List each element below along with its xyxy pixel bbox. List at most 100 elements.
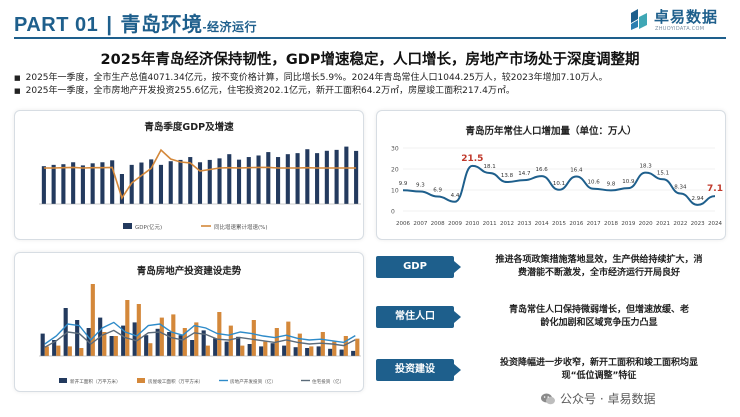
population-chart-card: 青岛历年常住人口增加量（单位：万人） 30 20 10 0 9.9 9.3 6.9 4.4 21… [376, 110, 726, 240]
chart-title: 青岛季度GDP及增速 [144, 122, 234, 133]
completion-bar [286, 321, 291, 356]
gdp-bar [51, 164, 56, 204]
gdp-bar [344, 146, 349, 204]
gdp-bar [236, 159, 242, 204]
x-tick-label: 2019 [621, 221, 635, 227]
completion-bar [102, 332, 107, 356]
part-divider: | [106, 14, 113, 36]
completion-bar [182, 328, 187, 356]
new-start-bar [213, 338, 218, 356]
x-tick-label: 2006 [396, 221, 410, 227]
x-tick-label: 2012 [500, 221, 514, 227]
finding-tag-population: 常住人口 [376, 306, 461, 328]
completion-bar [125, 300, 130, 356]
x-tick-label: 2011 [483, 221, 497, 227]
new-start-bar [236, 336, 241, 356]
new-start-bar [201, 330, 206, 356]
new-start-bar [224, 341, 229, 356]
new-start-bar [293, 347, 298, 356]
page-header: PART 01 | 青岛环境-经济运行 卓易数据 ZHUOYIDATA.COM [0, 0, 740, 40]
real-estate-chart: 新开工面积（万平方米） 房屋竣工面积（万平方米） 房地产开发投资（亿） 住宅投资（亿） [39, 284, 361, 385]
data-label: 16.4 [570, 168, 583, 174]
data-label: 21.5 [461, 154, 483, 164]
gdp-bar [207, 159, 212, 204]
x-tick-label: 2013 [517, 221, 531, 227]
data-label: 10.6 [588, 180, 601, 186]
new-start-bar [155, 328, 160, 356]
real-estate-chart-card: 青岛房地产投资建设走势 新开工面积（万平方米） 房屋竣工面积（万平方米） 房地产开发… [14, 252, 364, 392]
new-start-bar [316, 346, 321, 356]
new-start-bar [178, 335, 183, 356]
gdp-bar [295, 153, 300, 204]
gdp-bar [276, 157, 281, 204]
new-start-bar [144, 335, 149, 356]
gdp-chart: GDP(亿元) 同比增速累计增速(%) [39, 146, 361, 231]
gdp-bar [334, 149, 339, 204]
logo-url: ZHUOYIDATA.COM [655, 26, 705, 32]
gdp-bar [354, 150, 359, 204]
data-label: 7.1 [707, 184, 723, 194]
finding-line: 龄化加剧和区域竞争压力凸显 [540, 317, 658, 328]
legend-swatch-gdp [123, 223, 132, 229]
new-start-bar [351, 350, 356, 356]
data-label: 13.8 [501, 173, 514, 179]
data-label: 9.8 [607, 181, 616, 187]
completion-bar [205, 345, 210, 356]
data-label: 4.4 [451, 193, 460, 199]
finding-line: 推进各项政策措施落地显效，生产供给持续扩大，消 [495, 255, 703, 265]
gdp-bar [227, 154, 232, 204]
growth-line [43, 148, 357, 200]
gdp-bar [90, 163, 95, 204]
investment-line [44, 321, 356, 345]
data-label: 16.6 [536, 167, 549, 173]
legend-label: 新开工面积（万平方米） [70, 378, 121, 385]
gdp-bar [80, 165, 85, 204]
new-start-bar [190, 340, 195, 356]
gdp-bar [149, 159, 154, 204]
x-tick-label: 2022 [673, 221, 687, 227]
data-label: 6.9 [433, 188, 442, 194]
data-label: 18.3 [640, 164, 653, 170]
new-start-bar [121, 325, 126, 356]
x-tick-label: 2023 [691, 221, 705, 227]
data-label: 8.34 [674, 184, 687, 190]
finding-line: 现“低位调整”特征 [561, 370, 637, 381]
legend-label: 房地产开发投资（亿） [230, 378, 276, 385]
gdp-bar [158, 164, 164, 204]
part-label: PART 01 [14, 14, 99, 36]
new-start-bar [282, 345, 287, 356]
y-tick-label: 20 [391, 167, 399, 174]
new-start-bar [259, 346, 264, 356]
gdp-bar [256, 155, 261, 204]
completion-bar [67, 346, 72, 356]
completion-bar [240, 345, 245, 356]
finding-text-gdp: 推进各项政策措施落地显效，生产供给持续扩大，消 费潜能不断激发，全市经济运行开局… [468, 254, 730, 279]
data-label: 18.1 [484, 164, 496, 170]
completion-bar [194, 322, 199, 356]
y-tick-label: 30 [391, 146, 399, 153]
completion-bar [148, 343, 153, 356]
x-tick-label: 2021 [656, 221, 670, 227]
completion-bar [90, 284, 95, 356]
new-start-bar [270, 343, 275, 356]
x-tick-label: 2010 [465, 221, 479, 227]
finding-text-investment: 投资降幅进一步收窄，新开工面积和竣工面积均显 现“低位调整”特征 [468, 357, 730, 382]
wechat-icon [541, 393, 555, 404]
gdp-bar [315, 153, 320, 204]
data-label: 10.1 [553, 181, 565, 187]
gdp-bar [100, 162, 105, 204]
new-start-bar [75, 320, 80, 356]
gdp-bar [217, 158, 222, 204]
completion-bar [113, 336, 118, 356]
x-tick-label: 2024 [708, 221, 722, 227]
completion-bar [355, 338, 360, 356]
gdp-bar [139, 162, 144, 204]
gdp-chart-card: 青岛季度GDP及增速 GDP(亿元) 同比增速累计增速(%) [14, 110, 364, 240]
legend-swatch [137, 378, 145, 383]
x-tick-label: 2014 [535, 221, 549, 227]
gdp-bar [197, 162, 203, 204]
completion-bar [263, 341, 268, 356]
completion-bar [332, 341, 337, 356]
new-start-bar [40, 333, 45, 356]
